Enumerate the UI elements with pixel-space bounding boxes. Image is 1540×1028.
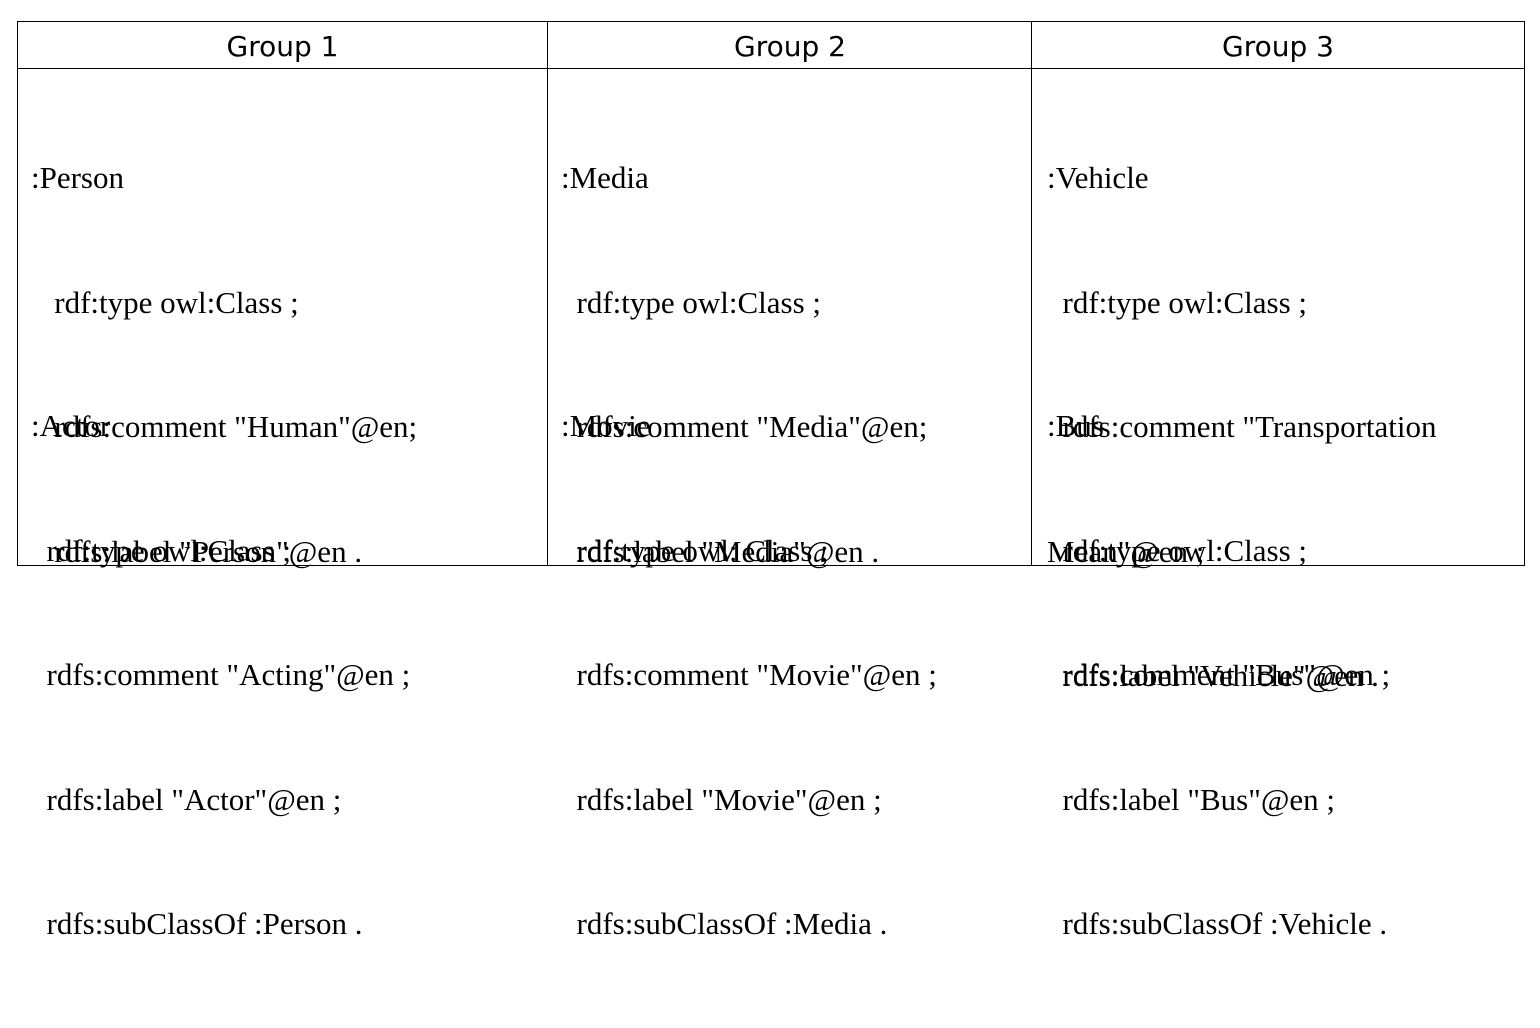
code-line: :Actor: [31, 408, 111, 443]
class-definition-person: :Person rdf:type owl:Class ; rdfs:commen…: [31, 74, 543, 655]
code-line: rdfs:comment "Media"@en;: [561, 409, 928, 444]
code-line: rdfs:subClassOf :Media .: [561, 906, 888, 941]
code-line: rdfs:comment "Movie"@en ;: [561, 657, 937, 692]
class-definition-bus: :Bus rdf:type owl:Class ; rdfs:comment "…: [1047, 322, 1520, 1028]
code-line: rdfs:comment "Acting"@en ;: [31, 657, 411, 692]
code-line: rdfs:comment "Transportation: [1047, 409, 1437, 444]
code-line: rdfs:comment "Human"@en;: [31, 409, 418, 444]
code-line: rdfs:subClassOf :Vehicle .: [1047, 906, 1388, 941]
code-line: rdfs:label "Bus"@en ;: [1047, 781, 1336, 817]
code-line: :Person: [31, 160, 124, 195]
code-line: rdfs:label "Media"@en .: [561, 533, 880, 569]
code-line: :Movie: [561, 408, 651, 443]
code-line: rdf:type owl:Class ;: [1047, 284, 1308, 320]
class-definition-actor: :Actor rdf:type owl:Class ; rdfs:comment…: [31, 322, 543, 1028]
group-column-1: Group 1 :Person rdf:type owl:Class ; rdf…: [18, 22, 547, 941]
code-line: rdfs:label "Actor"@en ;: [31, 781, 342, 817]
code-line: rdfs:label "Movie"@en ;: [561, 781, 882, 817]
code-line: rdfs:subClassOf :Person .: [31, 906, 363, 941]
code-line: rdf:type owl:Class ;: [561, 284, 822, 320]
code-line: rdfs:label "Person"@en .: [31, 533, 363, 569]
code-line: :Vehicle: [1047, 160, 1149, 195]
column-header: Group 2: [548, 22, 1032, 69]
class-definition-media: :Media rdf:type owl:Class ; rdfs:comment…: [561, 74, 1028, 655]
code-line: rdf:type owl: Class ;: [561, 532, 829, 568]
code-line: :Bus: [1047, 408, 1104, 443]
code-line: :Media: [561, 160, 649, 195]
column-header: Group 3: [1032, 22, 1524, 69]
code-line: rdf:type owl:Class ;: [1047, 532, 1308, 568]
code-line: rdfs:comment "Bus"@en ;: [1047, 657, 1391, 692]
code-line: Mean"@en ;: [1047, 533, 1205, 569]
group-column-2: Group 2 :Media rdf:type owl:Class ; rdfs…: [547, 22, 1032, 941]
group-column-3: Group 3 :Vehicle rdf:type owl:Class ; rd…: [1031, 22, 1524, 941]
code-line: rdf:type owl:Class ;: [31, 532, 292, 568]
code-line: rdf:type owl:Class ;: [31, 284, 299, 320]
column-header: Group 1: [18, 22, 547, 69]
ontology-table: Group 1 :Person rdf:type owl:Class ; rdf…: [17, 21, 1525, 941]
class-definition-movie: :Movie rdf:type owl: Class ; rdfs:commen…: [561, 322, 1028, 1028]
